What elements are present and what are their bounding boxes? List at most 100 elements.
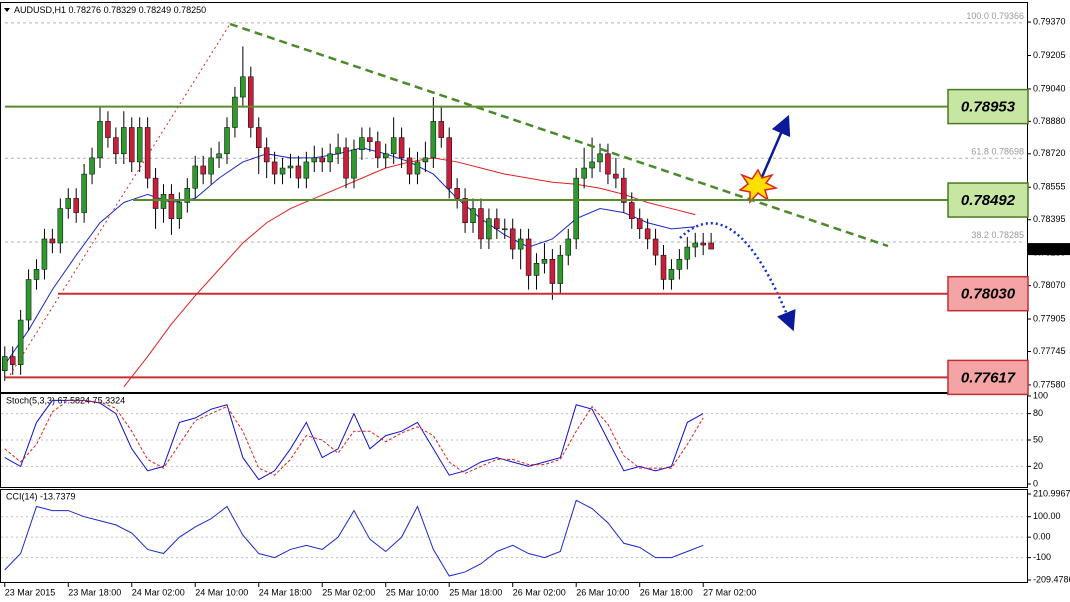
candle-body — [73, 198, 79, 213]
level-box — [947, 359, 1029, 396]
candle-body — [629, 202, 635, 219]
current-price-label: 0.78250 — [1032, 243, 1065, 253]
candle-body — [398, 137, 405, 159]
moving-average — [4, 147, 696, 365]
candle-body — [454, 188, 460, 199]
y-tick-label: 0.78720 — [1033, 148, 1066, 158]
candle-body — [271, 161, 278, 175]
level-box — [947, 275, 1029, 312]
y-tick-label: -209.4786 — [1033, 574, 1070, 584]
x-tick-label: 26 Mar 02:00 — [513, 587, 566, 597]
fib-price: 0.78285 — [991, 230, 1024, 240]
candle-body — [486, 218, 492, 240]
candle-body — [644, 228, 651, 240]
level-label: 0.77617 — [961, 369, 1016, 386]
x-tick-label: 23 Mar 2015 — [5, 587, 56, 597]
candle-body — [279, 167, 286, 175]
fib-label: 61.8 0.78698 — [971, 147, 1024, 157]
candle-body — [343, 147, 349, 179]
candle-body — [97, 121, 103, 159]
fib-percent: 38.2 — [971, 230, 989, 240]
x-tick-label: 25 Mar 18:00 — [449, 587, 502, 597]
x-tick-label: 24 Mar 18:00 — [259, 587, 312, 597]
fib-price: 0.78698 — [991, 147, 1024, 157]
candle-body — [240, 76, 246, 98]
indicator-line — [4, 399, 704, 481]
candle-body — [621, 177, 627, 203]
candle-body — [676, 258, 683, 270]
y-tick-label: 100 — [1033, 390, 1048, 400]
candle-body — [168, 194, 175, 219]
candle-body — [422, 157, 429, 163]
candle-body — [200, 165, 206, 175]
fib-price: 0.79366 — [991, 11, 1024, 21]
candle-body — [708, 242, 714, 250]
x-tick-label: 26 Mar 18:00 — [640, 587, 693, 597]
candle-body — [382, 153, 389, 159]
indicator-line — [4, 499, 704, 577]
candle-body — [581, 167, 587, 179]
candle-body — [406, 157, 413, 175]
fib-label: 100.0 0.79366 — [966, 11, 1024, 21]
y-tick-label: 0.77580 — [1033, 379, 1066, 389]
candle-body — [533, 263, 540, 276]
level-label: 0.78030 — [961, 286, 1016, 303]
y-tick-label: 0.77905 — [1033, 313, 1066, 323]
y-tick-label: 0.78880 — [1033, 116, 1066, 126]
y-tick-label: 0.00 — [1033, 532, 1051, 542]
candle-body — [216, 153, 222, 159]
candle-body — [375, 141, 381, 159]
level-box — [947, 182, 1029, 218]
ohlc-header: 0.78276 0.78329 0.78249 0.78250 — [69, 5, 207, 15]
candle-body — [65, 198, 72, 209]
candle-body — [335, 147, 341, 155]
x-tick-label: 25 Mar 10:00 — [386, 587, 439, 597]
y-tick-label: 20 — [1033, 461, 1043, 471]
y-tick-label: 0.77745 — [1033, 346, 1066, 356]
x-tick-label: 24 Mar 02:00 — [132, 587, 185, 597]
candle-body — [573, 177, 579, 240]
candle-body — [327, 153, 333, 163]
indicator-line — [4, 399, 704, 476]
candle-body — [390, 137, 397, 155]
fib-percent: 100.0 — [966, 11, 989, 21]
candle-body — [589, 161, 595, 169]
candle-body — [351, 149, 357, 179]
candle-body — [121, 127, 127, 155]
trend-line — [229, 22, 889, 248]
candle-body — [494, 218, 500, 230]
candle-body — [144, 127, 151, 179]
chart-header: AUDUSD,H1 0.78276 0.78329 0.78249 0.7825… — [14, 5, 206, 15]
candle-body — [89, 157, 95, 175]
candle-body — [25, 279, 32, 321]
candle-body — [517, 238, 524, 250]
y-tick-label: 50 — [1033, 434, 1043, 444]
fib-percent: 61.8 — [971, 147, 989, 157]
candle-body — [136, 127, 143, 163]
candle-body — [438, 121, 445, 138]
y-tick-label: 210.9967 — [1033, 488, 1070, 498]
candle-body — [248, 76, 254, 128]
candle-body — [17, 319, 24, 365]
candle-body — [502, 228, 508, 231]
y-tick-label: 0.78395 — [1033, 214, 1066, 224]
candle-body — [255, 127, 262, 148]
candle-body — [303, 161, 310, 179]
fib-label: 38.2 0.78285 — [971, 230, 1024, 240]
candle-body — [81, 173, 87, 213]
menu-arrow — [4, 8, 10, 12]
down-arrow — [679, 221, 796, 332]
y-tick-label: 0.79370 — [1033, 16, 1066, 26]
candle-body — [192, 165, 198, 189]
candle-body — [295, 165, 302, 179]
candle-body — [176, 202, 183, 219]
y-tick-label: 0 — [1033, 478, 1038, 488]
x-tick-label: 27 Mar 02:00 — [703, 587, 756, 597]
x-tick-label: 24 Mar 10:00 — [195, 587, 248, 597]
candle-body — [478, 208, 484, 240]
candle-body — [128, 127, 135, 163]
candle-body — [613, 173, 619, 179]
